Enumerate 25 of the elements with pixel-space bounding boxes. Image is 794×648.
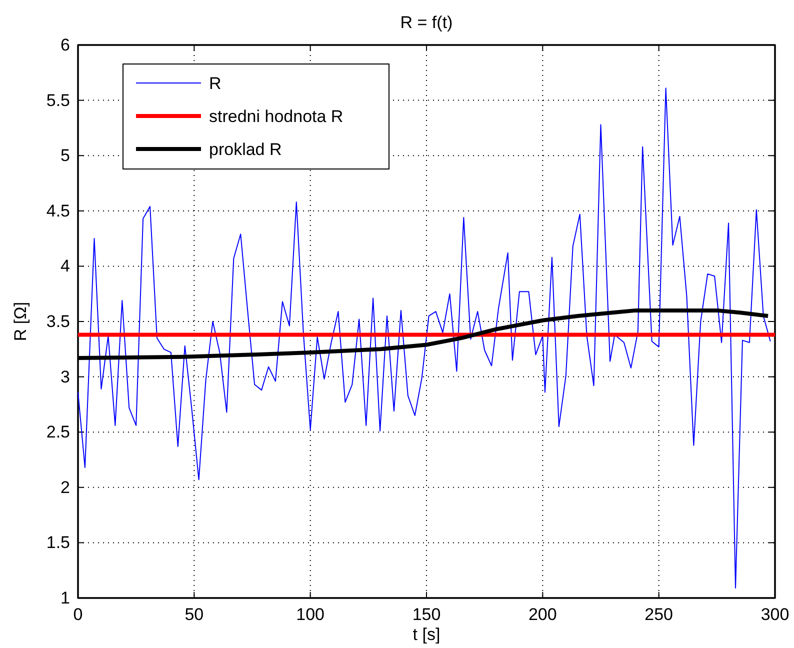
x-tick-label: 150 (412, 605, 441, 624)
x-axis-title: t [s] (412, 625, 440, 644)
x-tick-label: 250 (644, 605, 674, 624)
legend-label: R (209, 74, 222, 93)
y-tick-label: 4 (60, 256, 70, 276)
y-tick-label: 1.5 (46, 533, 70, 552)
y-axis-title: R [Ω] (11, 302, 30, 342)
x-tick-label: 300 (760, 605, 790, 624)
x-tick-label: 200 (528, 605, 557, 624)
x-tick-label: 0 (73, 605, 83, 624)
y-tick-label: 5 (60, 146, 70, 166)
y-tick-label: 3.5 (46, 312, 70, 331)
y-tick-label: 5.5 (46, 90, 70, 110)
chart-title: R = f(t) (400, 13, 453, 32)
y-tick-label: 6 (60, 35, 70, 54)
y-tick-label: 4.5 (46, 201, 70, 220)
legend-label: stredni hodnota R (209, 107, 344, 126)
y-tick-label: 2.5 (46, 422, 70, 442)
y-tick-label: 2 (60, 478, 70, 497)
x-tick-label: 50 (184, 605, 204, 624)
x-tick-label: 100 (296, 605, 325, 624)
y-tick-label: 3 (60, 367, 70, 386)
line-series (78, 88, 771, 589)
y-tick-label: 1 (60, 588, 70, 608)
legend-label: proklad R (209, 140, 282, 159)
